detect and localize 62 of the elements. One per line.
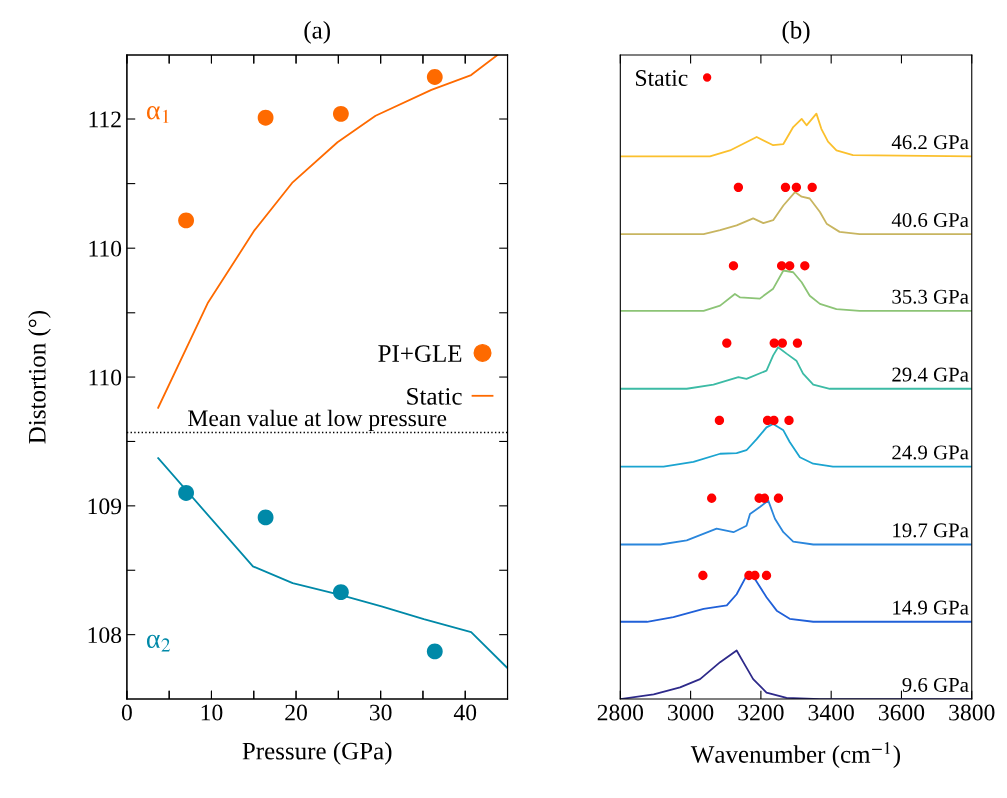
x-tick-label: 10 [201,704,223,721]
series-label: 46.2 GPa [891,135,969,150]
x-tick-label: 40 [453,704,477,721]
point [257,509,274,526]
point [807,182,817,193]
point [714,415,725,426]
ref-line-label: Mean value at low pressure [188,409,447,432]
point [769,338,779,348]
x-axis-title: Pressure (GPa) [242,741,392,765]
point [728,261,739,271]
x-tick-label: 20 [285,704,307,721]
series-label: 40.6 GPa [891,212,969,228]
series-label: 9.6 GPa [902,677,969,692]
series-label: 24.9 GPa [892,445,969,460]
y-tick-label: 108 [88,627,122,644]
point [769,415,779,426]
point [792,338,803,348]
x-tick-label: 3200 [738,704,784,721]
x-tick-label: 2800 [597,704,644,721]
y-axis-title: Distortion (°) [28,311,51,444]
series-label: 29.4 GPa [892,367,969,382]
point [800,261,810,271]
point [707,493,717,503]
annotation: α$_{1}$ [146,106,169,123]
point [426,69,443,85]
point [776,261,787,271]
point [777,338,787,348]
x-tick-label: 3600 [878,704,925,721]
x-tick-label: 0 [121,704,132,721]
x-tick-label: 3400 [808,704,854,721]
legend-label: Static [636,70,688,86]
series-label: 19.7 GPa [893,523,969,538]
series-label: 35.3 GPa [892,289,969,304]
point [785,261,795,271]
y-tick-label: 112 [89,111,121,128]
point [698,570,708,581]
x-tick-label: 30 [369,704,392,721]
point [178,212,195,229]
point [784,415,794,426]
point [178,485,195,501]
point [722,338,732,348]
legend-label: PI+GLE [378,345,462,362]
y-tick-label: 109 [88,498,122,515]
annotation: α$_{2}$ [146,634,171,652]
x-tick-label: 3800 [949,704,995,721]
point [332,584,349,601]
point [791,182,802,193]
point [761,570,772,581]
y-tick-label: 110 [89,240,122,257]
chart-title: (a) [304,21,330,44]
point [257,109,274,126]
x-axis-title: Wavenumber (cm$^{−1}$) [690,741,901,768]
point [780,182,791,193]
point [773,493,784,503]
legend-label: Static [407,388,462,405]
point [733,182,744,193]
y-tick-label: 110 [89,369,122,386]
chart-title: (b) [782,21,810,44]
point [426,643,443,660]
series-label: 14.9 GPa [893,600,969,615]
point [332,105,349,122]
x-tick-label: 3000 [668,704,714,721]
